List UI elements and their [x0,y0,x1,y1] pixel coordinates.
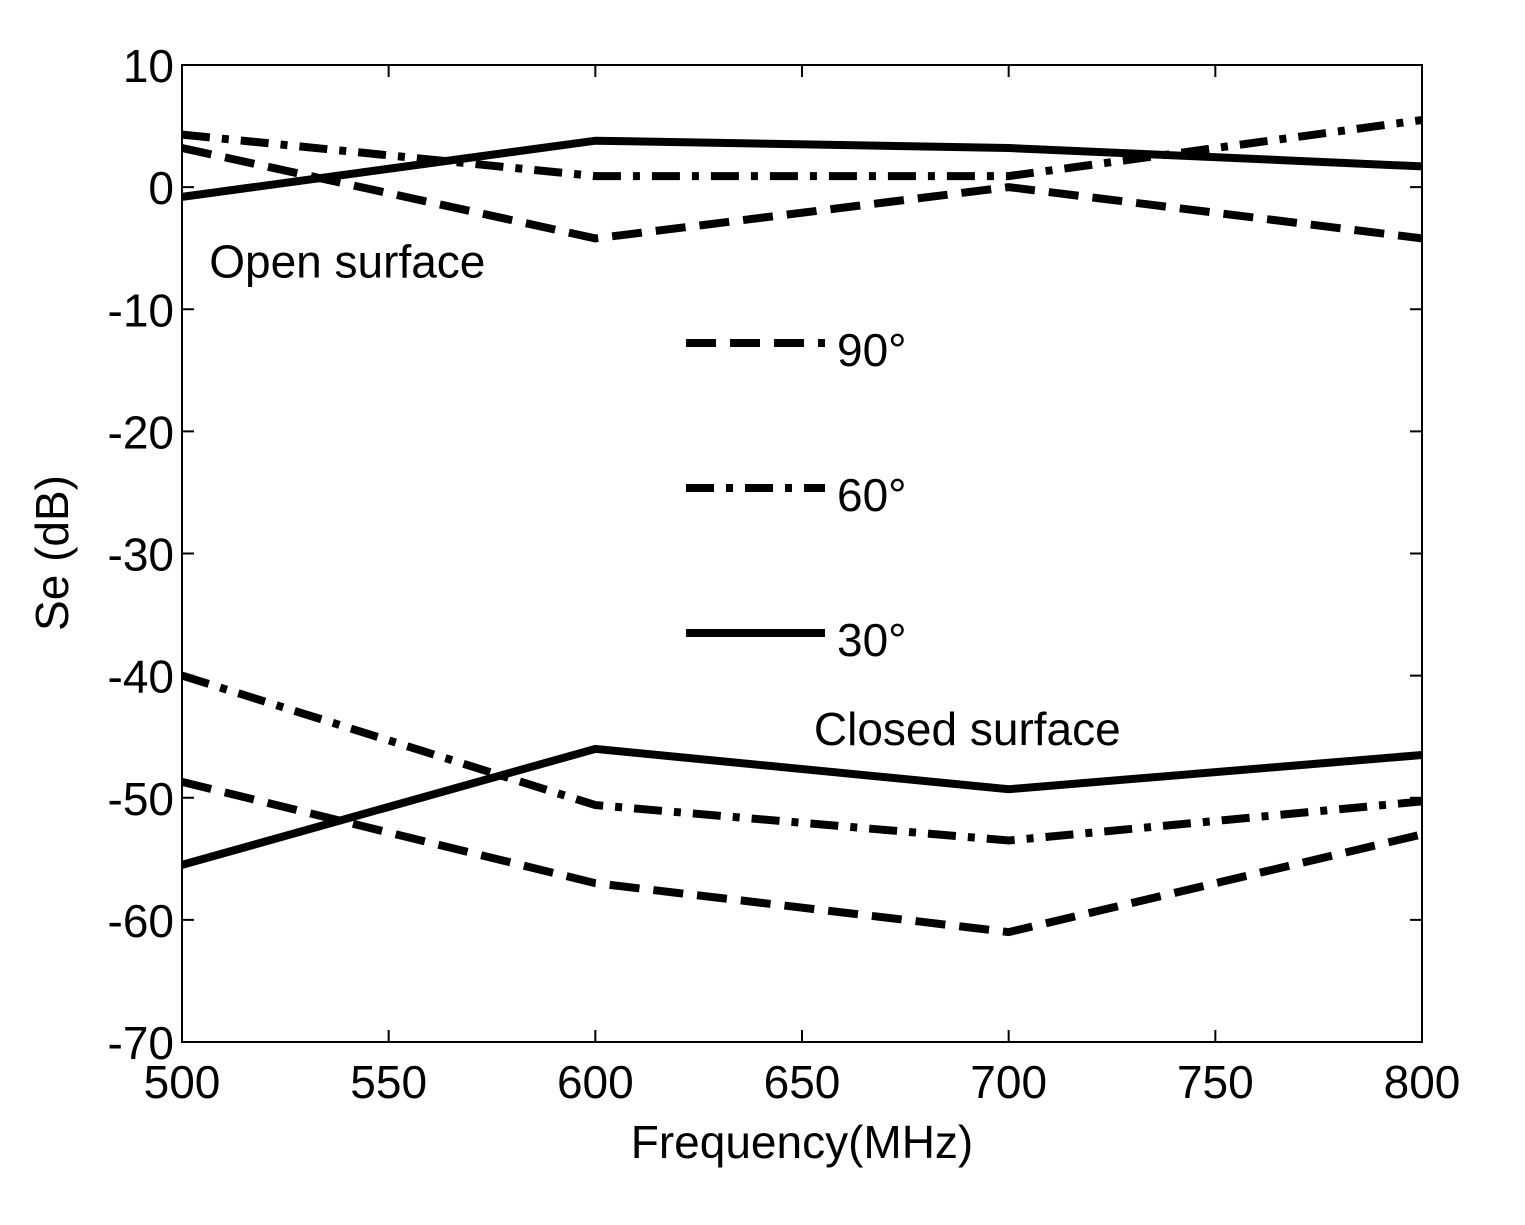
y-tick-label: -20 [108,406,174,458]
y-tick-label: 10 [123,40,174,92]
y-axis-label: Se (dB) [26,475,78,631]
series-line-90-deg-closed [181,778,1423,937]
x-tick-label: 550 [350,1056,427,1108]
x-tick-label: 600 [557,1056,634,1108]
plot-area [181,64,1423,1043]
annotation-closed-surface: Closed surface [814,703,1121,755]
y-tick-labels: 10 0 -10 -20 -30 -40 -50 -60 -70 [108,40,174,1069]
annotation-open-surface: Open surface [209,235,485,287]
y-tick-label: -10 [108,284,174,336]
y-tick-label: -70 [108,1017,174,1069]
y-tick-label: 0 [148,162,174,214]
series-line-30-deg-closed [180,744,1423,869]
x-tick-label: 500 [144,1056,221,1108]
y-tick-label: -60 [108,895,174,947]
legend: 90° 60° 30° [686,324,907,666]
legend-label-60-deg: 60° [837,469,907,521]
y-tick-label: -40 [108,651,174,703]
series-line-90-deg-open [181,144,1423,243]
legend-label-30-deg: 30° [837,614,907,666]
x-axis-label: Frequency(MHz) [631,1116,974,1168]
series-lines [180,116,1423,937]
series-line-30-deg-open [181,136,1423,201]
x-tick-label: 750 [1177,1056,1254,1108]
x-tick-label: 650 [764,1056,841,1108]
x-tick-label: 700 [970,1056,1047,1108]
legend-label-90-deg: 90° [837,324,907,376]
y-tick-label: -50 [108,773,174,825]
x-tick-labels: 500 550 600 650 700 750 800 [144,1056,1461,1108]
x-tick-label: 800 [1384,1056,1461,1108]
y-tick-label: -30 [108,529,174,581]
